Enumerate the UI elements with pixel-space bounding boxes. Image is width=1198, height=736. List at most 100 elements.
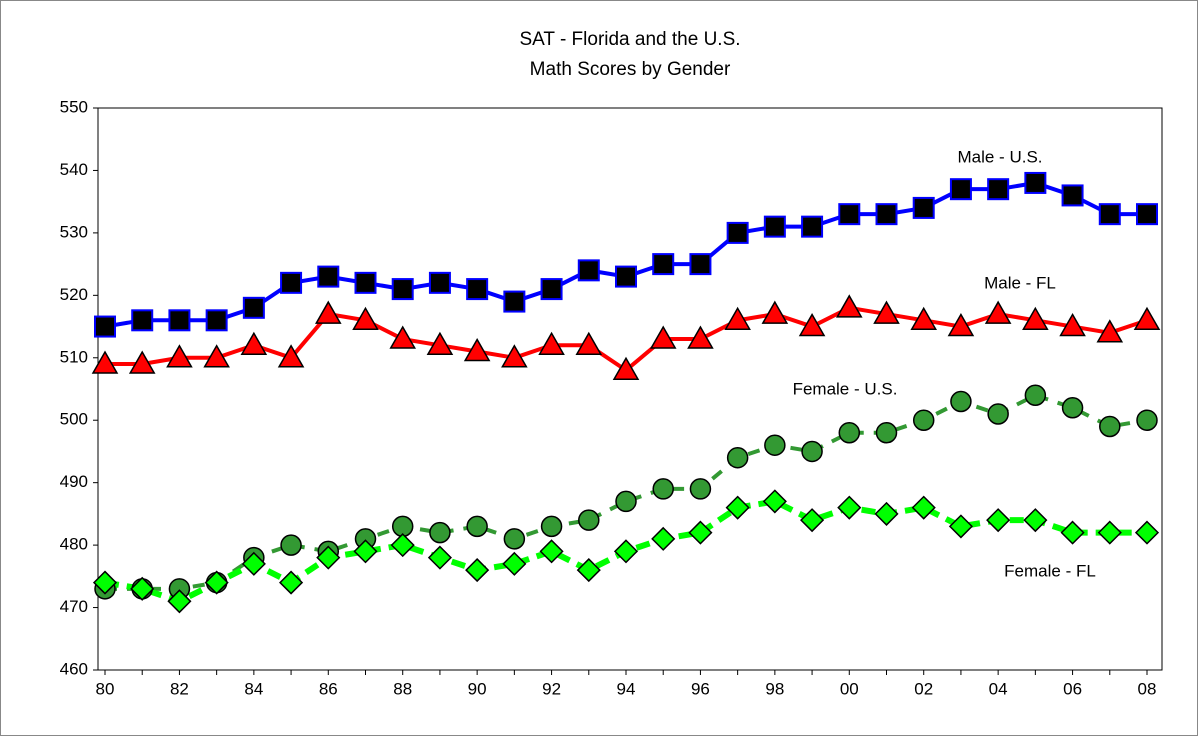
marker	[612, 356, 640, 381]
marker	[130, 576, 155, 601]
marker	[873, 300, 900, 324]
marker	[242, 296, 265, 319]
marker	[540, 515, 563, 538]
marker	[428, 271, 451, 294]
x-tick-label: 08	[1138, 679, 1157, 698]
marker	[241, 551, 266, 576]
marker	[910, 306, 938, 331]
marker	[762, 489, 787, 514]
marker	[354, 271, 377, 294]
marker	[391, 278, 414, 301]
y-tick-label: 530	[60, 222, 88, 241]
marker	[763, 215, 786, 238]
marker	[651, 526, 676, 551]
marker	[801, 215, 824, 238]
x-tick-label: 98	[765, 679, 784, 698]
series-label: Male - U.S.	[957, 147, 1042, 166]
marker	[1099, 415, 1121, 438]
marker	[615, 490, 637, 513]
marker	[837, 495, 862, 520]
marker	[575, 331, 603, 356]
marker	[503, 290, 526, 313]
chart-title: SAT - Florida and the U.S.	[519, 29, 740, 50]
y-tick-label: 540	[60, 160, 88, 179]
marker	[949, 178, 972, 201]
marker	[352, 306, 379, 331]
marker	[463, 338, 491, 362]
x-tick-label: 94	[617, 679, 636, 698]
marker	[390, 533, 415, 558]
marker	[167, 589, 192, 614]
marker	[205, 309, 228, 332]
x-tick-label: 02	[914, 679, 933, 698]
marker	[314, 300, 342, 324]
marker	[1136, 409, 1158, 431]
marker	[1097, 520, 1122, 545]
x-tick-label: 88	[393, 679, 412, 698]
y-tick-label: 490	[60, 472, 88, 491]
marker	[92, 570, 118, 595]
marker	[987, 403, 1009, 425]
marker	[427, 545, 452, 570]
marker	[875, 203, 898, 226]
marker	[353, 539, 378, 564]
marker	[1098, 203, 1121, 226]
marker	[652, 478, 674, 500]
y-tick-label: 480	[60, 535, 88, 554]
y-tick-label: 500	[60, 410, 88, 429]
y-tick-label: 460	[60, 659, 88, 678]
marker	[240, 331, 268, 356]
marker	[128, 350, 156, 374]
marker	[726, 446, 749, 469]
marker	[576, 558, 601, 583]
marker	[1133, 306, 1161, 331]
marker	[875, 421, 898, 444]
marker	[950, 390, 972, 413]
marker	[277, 344, 305, 368]
marker	[689, 478, 712, 500]
marker	[166, 344, 193, 368]
marker	[912, 409, 935, 431]
marker	[838, 203, 861, 226]
marker	[577, 259, 600, 282]
marker	[539, 539, 564, 564]
marker	[798, 313, 826, 337]
marker	[1096, 319, 1124, 343]
marker	[1136, 203, 1158, 226]
marker	[911, 495, 936, 520]
marker	[466, 278, 489, 301]
marker	[800, 508, 825, 533]
marker	[279, 570, 304, 595]
marker	[724, 306, 751, 331]
marker	[1022, 306, 1049, 331]
marker	[725, 495, 750, 520]
marker	[501, 344, 528, 368]
marker	[984, 300, 1012, 324]
marker	[613, 539, 639, 564]
series-label: Male - FL	[984, 273, 1056, 292]
marker	[538, 331, 565, 356]
x-tick-label: 00	[840, 679, 859, 698]
x-tick-label: 04	[989, 679, 1008, 698]
marker	[389, 325, 417, 349]
marker	[503, 528, 526, 550]
chart-subtitle: Math Scores by Gender	[530, 59, 731, 80]
marker	[168, 309, 191, 332]
x-tick-label: 86	[319, 679, 338, 698]
y-tick-label: 550	[60, 97, 88, 116]
series-line	[105, 393, 1148, 591]
marker	[801, 440, 823, 463]
marker	[947, 313, 975, 337]
marker	[649, 325, 677, 349]
marker	[317, 265, 340, 288]
marker	[1061, 184, 1084, 207]
marker	[280, 534, 302, 556]
plot-area	[97, 107, 1163, 671]
marker	[761, 300, 789, 324]
marker	[1024, 171, 1047, 194]
marker	[204, 570, 229, 595]
marker	[1059, 313, 1086, 337]
marker	[838, 421, 861, 444]
